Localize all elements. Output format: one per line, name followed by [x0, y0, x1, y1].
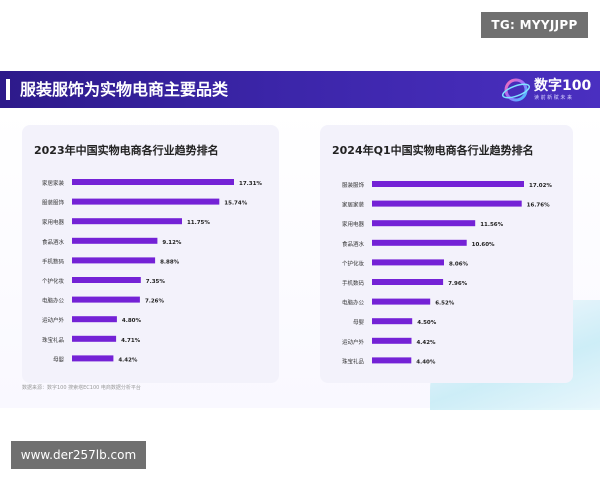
category-label: 运动户外: [42, 316, 65, 324]
value-label: 11.56%: [480, 222, 503, 228]
value-label: 9.12%: [162, 240, 182, 246]
bar-2024q1: [372, 279, 444, 285]
bar-2023: [72, 179, 234, 185]
chart-title-2024q1: 2024年Q1中国实物电商各行业趋势排名: [332, 144, 534, 157]
bar-2024q1: [372, 200, 522, 207]
category-label: 食品酒水: [42, 238, 65, 246]
chart-title-2023: 2023年中国实物电商各行业趋势排名: [34, 144, 219, 157]
value-label: 8.88%: [160, 259, 180, 265]
value-label: 7.26%: [145, 299, 165, 305]
value-label: 4.42%: [118, 357, 138, 363]
category-label: 电脑办公: [342, 299, 365, 307]
brand-logo: 数字100 读 前 新 赋 未 来: [500, 73, 600, 106]
page-title: 服装服饰为实物电商主要品类: [20, 80, 229, 99]
category-label: 个护化妆: [342, 259, 365, 267]
category-label: 母婴: [53, 356, 65, 363]
category-label: 家居家装: [42, 179, 65, 187]
category-label: 珠宝礼品: [342, 357, 365, 365]
value-label: 4.42%: [416, 340, 436, 346]
bar-2023: [72, 237, 158, 244]
value-label: 10.60%: [472, 242, 495, 248]
watermark-bottom: www.der257lb.com: [11, 441, 146, 469]
category-label: 个护化妆: [42, 277, 65, 285]
bar-2024q1: [372, 220, 476, 227]
bar-2023: [72, 316, 117, 323]
bar-2024q1: [372, 181, 524, 187]
bar-2024q1: [372, 337, 412, 344]
category-label: 家用电器: [42, 218, 65, 226]
bar-2024q1: [372, 318, 413, 325]
bar-2024q1: [372, 259, 444, 266]
chart-panel-2023: 2023年中国实物电商各行业趋势排名 家居家装 17.31% 服装服饰 15.74% 家…: [22, 125, 279, 383]
banner-accent-bar: [6, 79, 10, 100]
value-label: 4.40%: [416, 359, 436, 365]
category-label: 食品酒水: [342, 240, 365, 248]
category-label: 家用电器: [342, 220, 365, 228]
category-label: 手机数码: [342, 279, 365, 287]
source-note: 数据来源：数字100 搜索塔EC100 电商数据分析平台: [22, 385, 141, 391]
value-label: 7.96%: [448, 281, 468, 287]
value-label: 17.02%: [529, 183, 552, 189]
bar-chart-2023: 家居家装 17.31% 服装服饰 15.74% 家用电器 11.75% 食品酒水 9.12% 手…: [42, 179, 262, 363]
value-label: 6.52%: [435, 301, 455, 307]
category-label: 服装服饰: [342, 181, 365, 189]
value-label: 17.31%: [239, 181, 262, 187]
watermark-top: TG: MYYJJPP: [481, 12, 588, 38]
value-label: 4.80%: [122, 318, 142, 324]
category-label: 电脑办公: [42, 297, 65, 305]
bar-2024q1: [372, 239, 467, 246]
globe-logo-icon: [501, 78, 531, 102]
bar-2023: [72, 355, 114, 362]
value-label: 11.75%: [187, 220, 210, 226]
value-label: 15.74%: [224, 201, 247, 207]
bar-2023: [72, 218, 182, 225]
bar-chart-2024q1: 服装服饰 17.02% 家居家装 16.76% 家用电器 11.56% 食品酒水 10.60%…: [342, 181, 552, 365]
category-label: 手机数码: [42, 257, 65, 265]
category-label: 服装服饰: [42, 199, 65, 207]
bar-2023: [72, 277, 141, 283]
value-label: 8.06%: [449, 261, 469, 267]
bar-2024q1: [372, 357, 412, 364]
category-label: 家居家装: [342, 201, 365, 209]
header-banner: 服装服饰为实物电商主要品类 数字100 读 前 新 赋 未 来: [0, 71, 600, 108]
logo-subtitle: 读 前 新 赋 未 来: [534, 95, 572, 101]
category-label: 运动户外: [342, 338, 365, 346]
bar-2023: [72, 335, 117, 342]
logo-text: 数字100: [534, 78, 592, 94]
bar-2024q1: [372, 298, 431, 305]
value-label: 16.76%: [527, 203, 550, 209]
category-label: 母婴: [353, 319, 365, 326]
value-label: 7.35%: [146, 279, 166, 285]
category-label: 珠宝礼品: [42, 336, 65, 344]
bar-2023: [72, 198, 220, 205]
value-label: 4.50%: [417, 320, 437, 326]
value-label: 4.71%: [121, 338, 141, 344]
bar-2023: [72, 296, 140, 303]
bar-2023: [72, 257, 156, 264]
chart-panel-2024q1: 2024年Q1中国实物电商各行业趋势排名 服装服饰 17.02% 家居家装 16.76…: [320, 125, 573, 383]
